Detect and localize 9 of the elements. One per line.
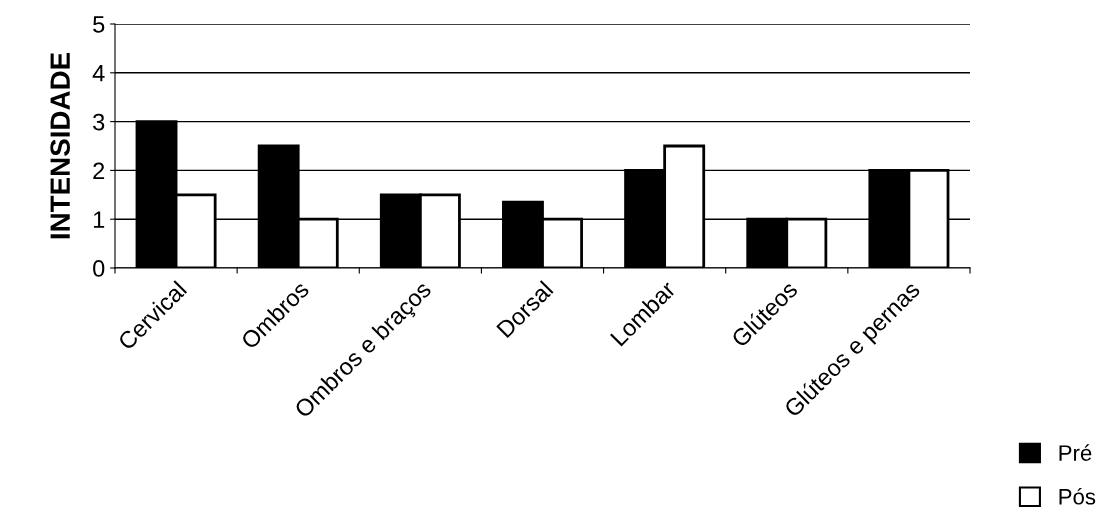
legend-label: Pós (1059, 488, 1096, 505)
legend-label: Pré (1059, 444, 1092, 461)
y-tick-label: 4 (92, 65, 105, 82)
y-tick-label: 1 (93, 211, 105, 228)
y-tick-label: 0 (93, 260, 105, 277)
y-axis-title: INTENSIDADE (50, 52, 70, 239)
y-tick-label: 3 (93, 113, 105, 131)
y-tick-label: 5 (93, 16, 105, 33)
y-tick-label: 2 (93, 162, 105, 179)
